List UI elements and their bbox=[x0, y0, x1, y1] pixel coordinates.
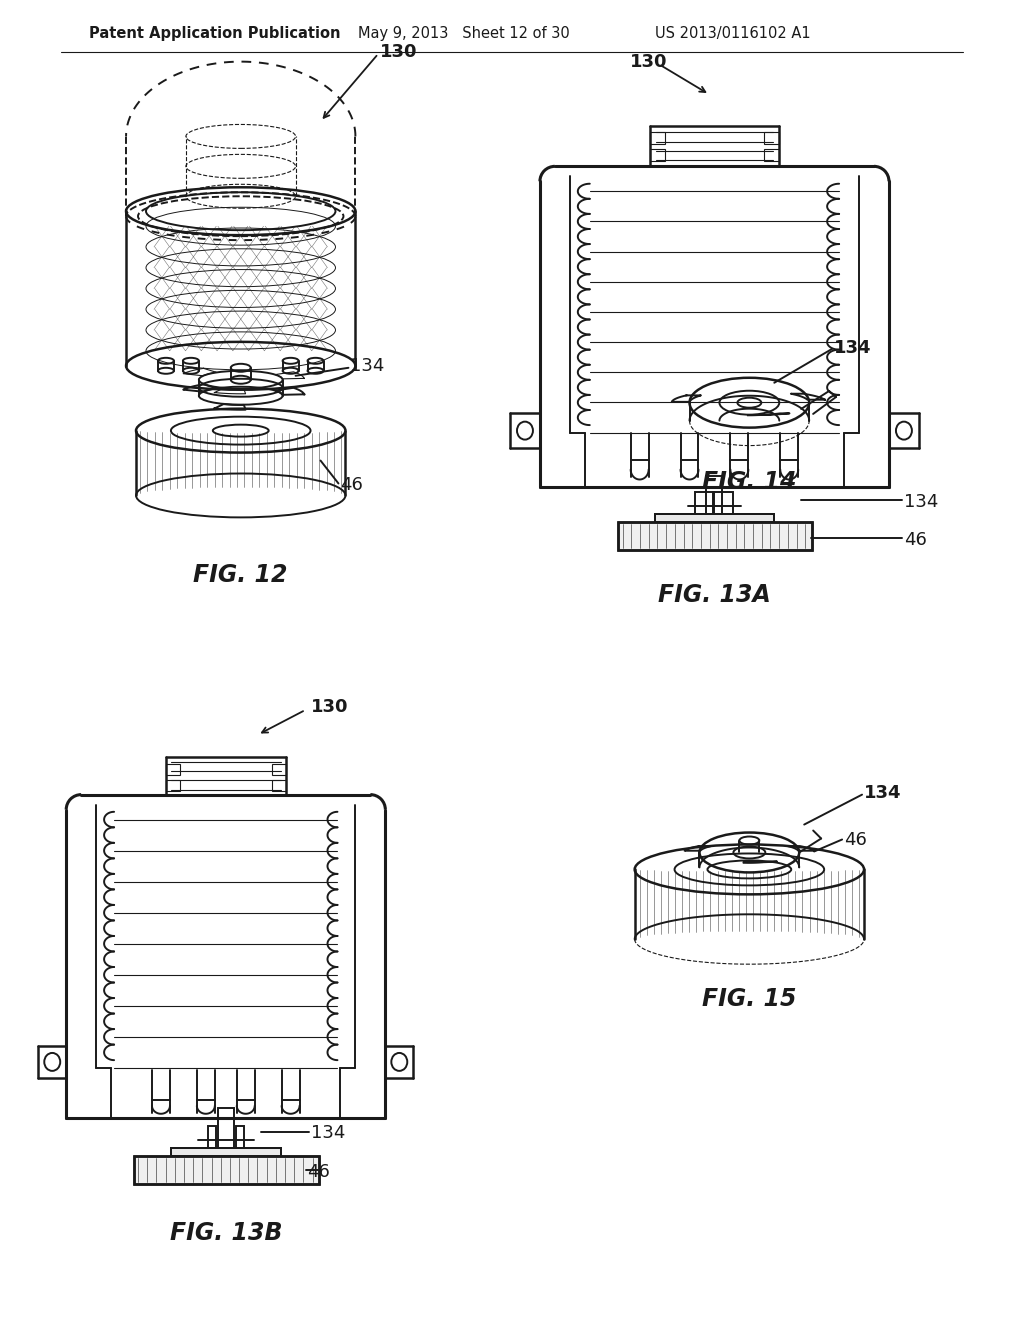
Bar bbox=[617, 523, 812, 550]
Text: 134: 134 bbox=[904, 494, 938, 511]
Bar bbox=[134, 1155, 318, 1184]
Text: 130: 130 bbox=[310, 698, 348, 715]
Text: 130: 130 bbox=[380, 42, 418, 61]
Bar bbox=[134, 1155, 318, 1184]
Text: 134: 134 bbox=[350, 356, 385, 375]
Bar bbox=[171, 1147, 281, 1155]
Bar bbox=[764, 132, 779, 144]
Bar bbox=[694, 492, 715, 515]
Bar bbox=[764, 149, 779, 161]
Text: 134: 134 bbox=[310, 1123, 345, 1142]
Bar bbox=[654, 515, 774, 523]
Text: FIG. 12: FIG. 12 bbox=[194, 564, 288, 587]
Bar bbox=[714, 492, 733, 515]
Text: FIG. 13B: FIG. 13B bbox=[170, 1221, 282, 1246]
Bar bbox=[649, 149, 665, 161]
Text: 134: 134 bbox=[835, 339, 871, 356]
Bar bbox=[236, 1126, 244, 1147]
Text: 130: 130 bbox=[630, 53, 668, 71]
Bar bbox=[166, 780, 180, 791]
Bar bbox=[171, 1147, 281, 1155]
Bar bbox=[208, 1126, 216, 1147]
Text: Patent Application Publication: Patent Application Publication bbox=[89, 26, 341, 41]
Text: 46: 46 bbox=[844, 830, 867, 849]
Text: 46: 46 bbox=[904, 532, 927, 549]
Bar bbox=[218, 1107, 233, 1147]
Text: 46: 46 bbox=[340, 477, 364, 495]
Bar bbox=[617, 523, 812, 550]
Text: 134: 134 bbox=[864, 784, 901, 801]
Bar bbox=[271, 764, 286, 775]
Bar bbox=[166, 764, 180, 775]
Bar bbox=[707, 477, 722, 515]
Bar bbox=[271, 780, 286, 791]
Text: US 2013/0116102 A1: US 2013/0116102 A1 bbox=[654, 26, 810, 41]
Text: May 9, 2013   Sheet 12 of 30: May 9, 2013 Sheet 12 of 30 bbox=[358, 26, 570, 41]
Text: FIG. 14: FIG. 14 bbox=[702, 470, 797, 495]
Text: FIG. 15: FIG. 15 bbox=[702, 987, 797, 1011]
Text: 46: 46 bbox=[307, 1163, 331, 1180]
Bar bbox=[654, 515, 774, 523]
Bar bbox=[649, 132, 665, 144]
Text: FIG. 13A: FIG. 13A bbox=[658, 583, 771, 607]
